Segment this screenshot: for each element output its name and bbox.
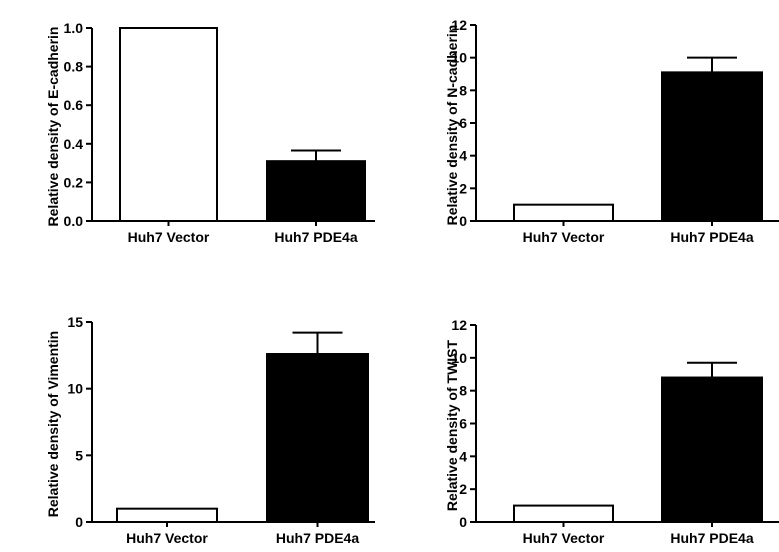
y-tick-label: 12 [451, 17, 467, 33]
chart-panel-1: 0.0 0.2 0.4 0.6 0.8 1.0 Huh7 Vector Huh7 PDE4a R… [45, 20, 375, 245]
y-tick-label: 2 [459, 481, 467, 497]
y-tick-label: 0.8 [64, 59, 84, 75]
y-tick-label: 0 [75, 514, 83, 530]
y-tick-label: 15 [67, 314, 83, 330]
y-tick-label: 4 [459, 148, 467, 164]
y-tick-label: 10 [451, 350, 467, 366]
x-category-label: Huh7 Vector [126, 530, 208, 546]
y-tick-label: 1.0 [64, 20, 84, 36]
y-tick-label: 0.4 [64, 136, 84, 152]
x-category-label: Huh7 Vector [128, 229, 210, 245]
bar-huh7-vector [513, 203, 614, 223]
y-tick-label: 8 [459, 383, 467, 399]
y-tick-label: 6 [459, 115, 467, 131]
chart-panel-4: 0 2 4 6 8 10 12 Huh7 Vector Huh7 PDE4a Relative d… [444, 317, 779, 546]
bar-huh7-vector [116, 507, 218, 523]
y-tick-label: 4 [459, 448, 467, 464]
y-tick-label: 10 [451, 50, 467, 66]
chart-panel-3: 0 5 10 15 Huh7 Vector Huh7 PDE4a Relative dens… [45, 314, 375, 546]
y-axis-title: Relative density of TWIST [444, 339, 460, 511]
x-category-label: Huh7 PDE4a [276, 530, 359, 546]
bar-huh7-vector [513, 504, 614, 524]
y-tick-label: 0 [459, 213, 467, 229]
x-category-label: Huh7 PDE4a [274, 229, 357, 245]
y-axis-title: Relative density of E-cadherin [45, 27, 61, 227]
y-tick-label: 2 [459, 180, 467, 196]
y-tick-label: 6 [459, 416, 467, 432]
bar-huh7-pde4a [266, 353, 369, 523]
y-tick-label: 0.2 [64, 174, 84, 190]
chart-panel-2: 0 2 4 6 8 10 12 Huh7 Vector Huh7 PDE4a Relative d… [444, 17, 779, 245]
bar-huh7-vector [119, 27, 218, 222]
x-category-label: Huh7 PDE4a [670, 530, 753, 546]
bar-huh7-pde4a [661, 71, 763, 222]
x-category-label: Huh7 Vector [523, 229, 605, 245]
bar-huh7-pde4a [266, 160, 366, 222]
y-tick-label: 0.6 [64, 97, 84, 113]
x-category-label: Huh7 Vector [523, 530, 605, 546]
bar-huh7-pde4a [661, 376, 763, 523]
y-axis-title: Relative density of Vimentin [45, 331, 61, 517]
y-tick-label: 10 [67, 381, 83, 397]
y-axis-title: Relative density of N-cadherin [444, 25, 460, 226]
y-tick-label: 8 [459, 82, 467, 98]
y-tick-label: 12 [451, 317, 467, 333]
y-tick-label: 0 [459, 514, 467, 530]
x-category-label: Huh7 PDE4a [670, 229, 753, 245]
y-tick-label: 5 [75, 447, 83, 463]
y-tick-label: 0.0 [64, 213, 84, 229]
